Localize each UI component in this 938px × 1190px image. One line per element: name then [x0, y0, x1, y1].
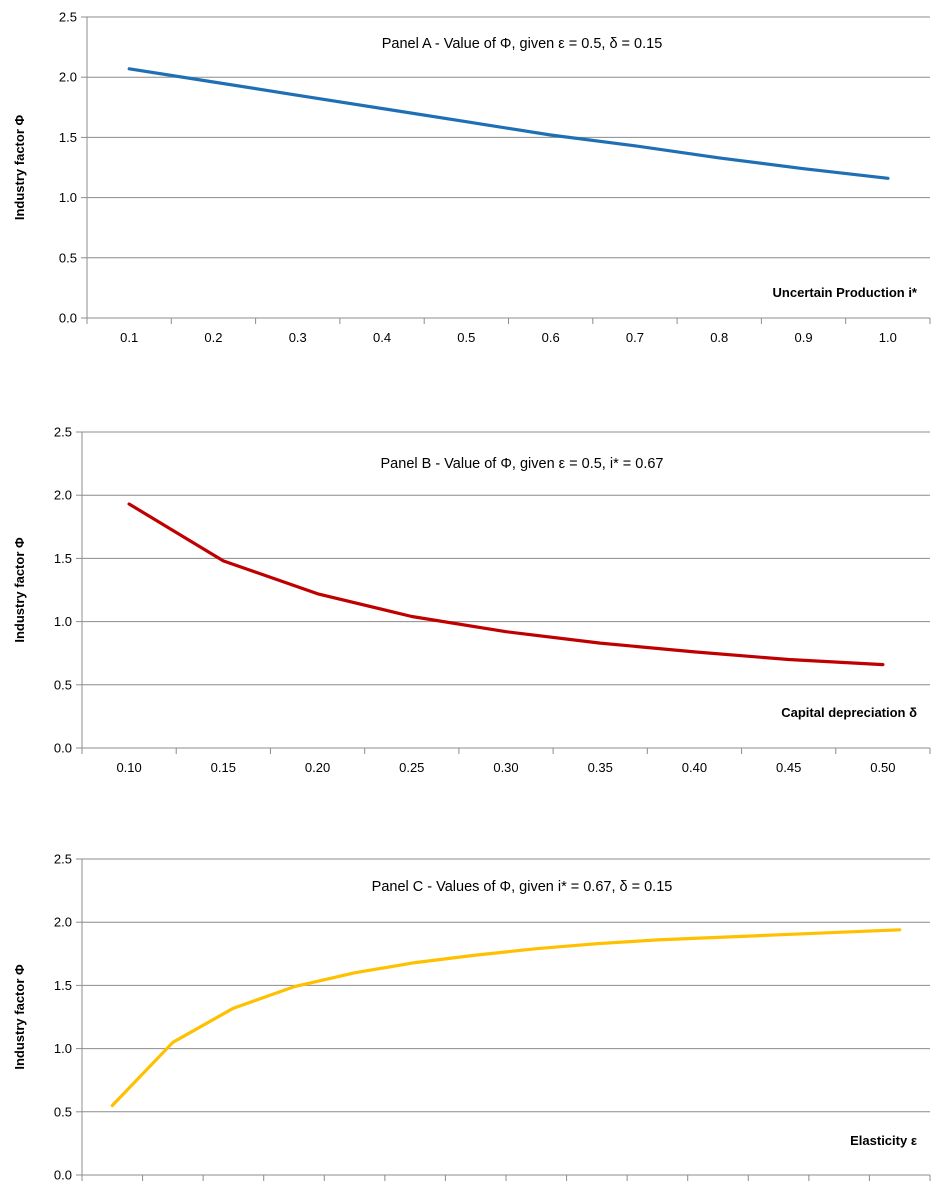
x-tick-label: 0.10	[116, 760, 141, 775]
x-tick-label: 0.2	[103, 1187, 121, 1190]
x-tick-label: 0.9	[795, 330, 813, 345]
y-tick-label: 0.5	[54, 1104, 72, 1119]
y-axis-label: Industry factor Φ	[12, 964, 27, 1070]
y-tick-label: 2.5	[54, 852, 72, 867]
y-tick-label: 1.5	[59, 130, 77, 145]
x-tick-label: 0.30	[493, 760, 518, 775]
x-tick-label: 0.7	[406, 1187, 424, 1190]
y-axis-label: Industry factor Φ	[12, 115, 27, 221]
x-tick-label: 0.50	[870, 760, 895, 775]
x-tick-label: 0.1	[120, 330, 138, 345]
x-tick-label: 0.5	[285, 1187, 303, 1190]
y-tick-label: 1.5	[54, 551, 72, 566]
y-tick-label: 1.0	[59, 190, 77, 205]
chart-title: Panel A - Value of Φ, given ε = 0.5, δ =…	[382, 36, 663, 52]
x-axis-label: Elasticity ε	[850, 1133, 917, 1148]
x-tick-label: 0.5	[457, 330, 475, 345]
x-tick-label: 0.6	[346, 1187, 364, 1190]
x-tick-label: 0.20	[305, 760, 330, 775]
x-tick-label: 0.35	[588, 760, 613, 775]
chart-title: Panel C - Values of Φ, given i* = 0.67, …	[372, 879, 673, 895]
y-tick-label: 2.5	[54, 425, 72, 440]
x-tick-label: 0.4	[373, 330, 391, 345]
x-tick-label: 1.1	[648, 1187, 666, 1190]
y-tick-label: 1.0	[54, 1041, 72, 1056]
chart-panel-2: 0.0 0.5 1.0 1.5 2.0 2.5 0.10 0.15 0.20 0.25 0.30 0.…	[12, 425, 931, 775]
y-tick-label: 2.0	[54, 488, 72, 503]
chart-title: Panel B - Value of Φ, given ε = 0.5, i* …	[381, 456, 664, 472]
x-tick-label: 0.8	[710, 330, 728, 345]
x-tick-label: 0.45	[776, 760, 801, 775]
x-tick-label: 0.6	[542, 330, 560, 345]
x-tick-label: 1.0	[588, 1187, 606, 1190]
chart-panel-3: 0.0 0.5 1.0 1.5 2.0 2.5 0.2 0.3 0.4 0.5 0.6 0.7 0.8 0…	[12, 852, 931, 1190]
x-tick-label: 0.8	[467, 1187, 485, 1190]
x-tick-label: 1.5	[891, 1187, 909, 1190]
y-tick-label: 2.0	[59, 70, 77, 85]
x-tick-label: 0.3	[164, 1187, 182, 1190]
y-tick-label: 0.0	[54, 741, 72, 756]
x-tick-label: 0.25	[399, 760, 424, 775]
x-axis-label: Capital depreciation δ	[781, 705, 917, 720]
y-axis-label: Industry factor Φ	[12, 537, 27, 643]
y-tick-label: 1.0	[54, 614, 72, 629]
x-tick-label: 0.40	[682, 760, 707, 775]
x-tick-label: 1.3	[770, 1187, 788, 1190]
series-line	[110, 928, 902, 1108]
x-tick-label: 0.7	[626, 330, 644, 345]
x-tick-label: 0.4	[224, 1187, 242, 1190]
y-tick-label: 0.0	[54, 1168, 72, 1183]
y-tick-label: 1.5	[54, 978, 72, 993]
x-tick-label: 0.9	[527, 1187, 545, 1190]
series-line	[127, 67, 890, 180]
x-tick-label: 1.0	[879, 330, 897, 345]
x-tick-label: 1.2	[709, 1187, 727, 1190]
x-tick-label: 0.2	[204, 330, 222, 345]
y-tick-label: 0.5	[59, 250, 77, 265]
x-tick-label: 1.4	[830, 1187, 848, 1190]
x-axis-label: Uncertain Production i*	[773, 285, 918, 300]
y-tick-label: 2.0	[54, 915, 72, 930]
series-line	[127, 502, 885, 667]
y-tick-label: 0.0	[59, 311, 77, 326]
y-tick-label: 2.5	[59, 10, 77, 25]
chart-panel-1: 0.0 0.5 1.0 1.5 2.0 2.5 0.1 0.2 0.3 0.4 0.5 0.6 0.7 0…	[12, 10, 931, 345]
x-tick-label: 0.15	[211, 760, 236, 775]
x-tick-label: 0.3	[289, 330, 307, 345]
y-tick-label: 0.5	[54, 677, 72, 692]
